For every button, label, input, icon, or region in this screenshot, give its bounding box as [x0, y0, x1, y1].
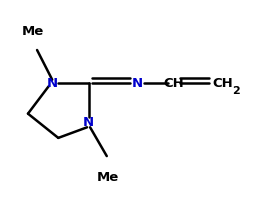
Text: Me: Me	[21, 25, 44, 38]
Text: 2: 2	[233, 86, 240, 96]
Text: CH: CH	[163, 77, 184, 90]
Text: Me: Me	[97, 171, 119, 184]
Text: N: N	[132, 77, 143, 90]
Text: N: N	[47, 77, 58, 90]
Text: CH: CH	[213, 77, 234, 90]
Text: N: N	[83, 116, 94, 129]
